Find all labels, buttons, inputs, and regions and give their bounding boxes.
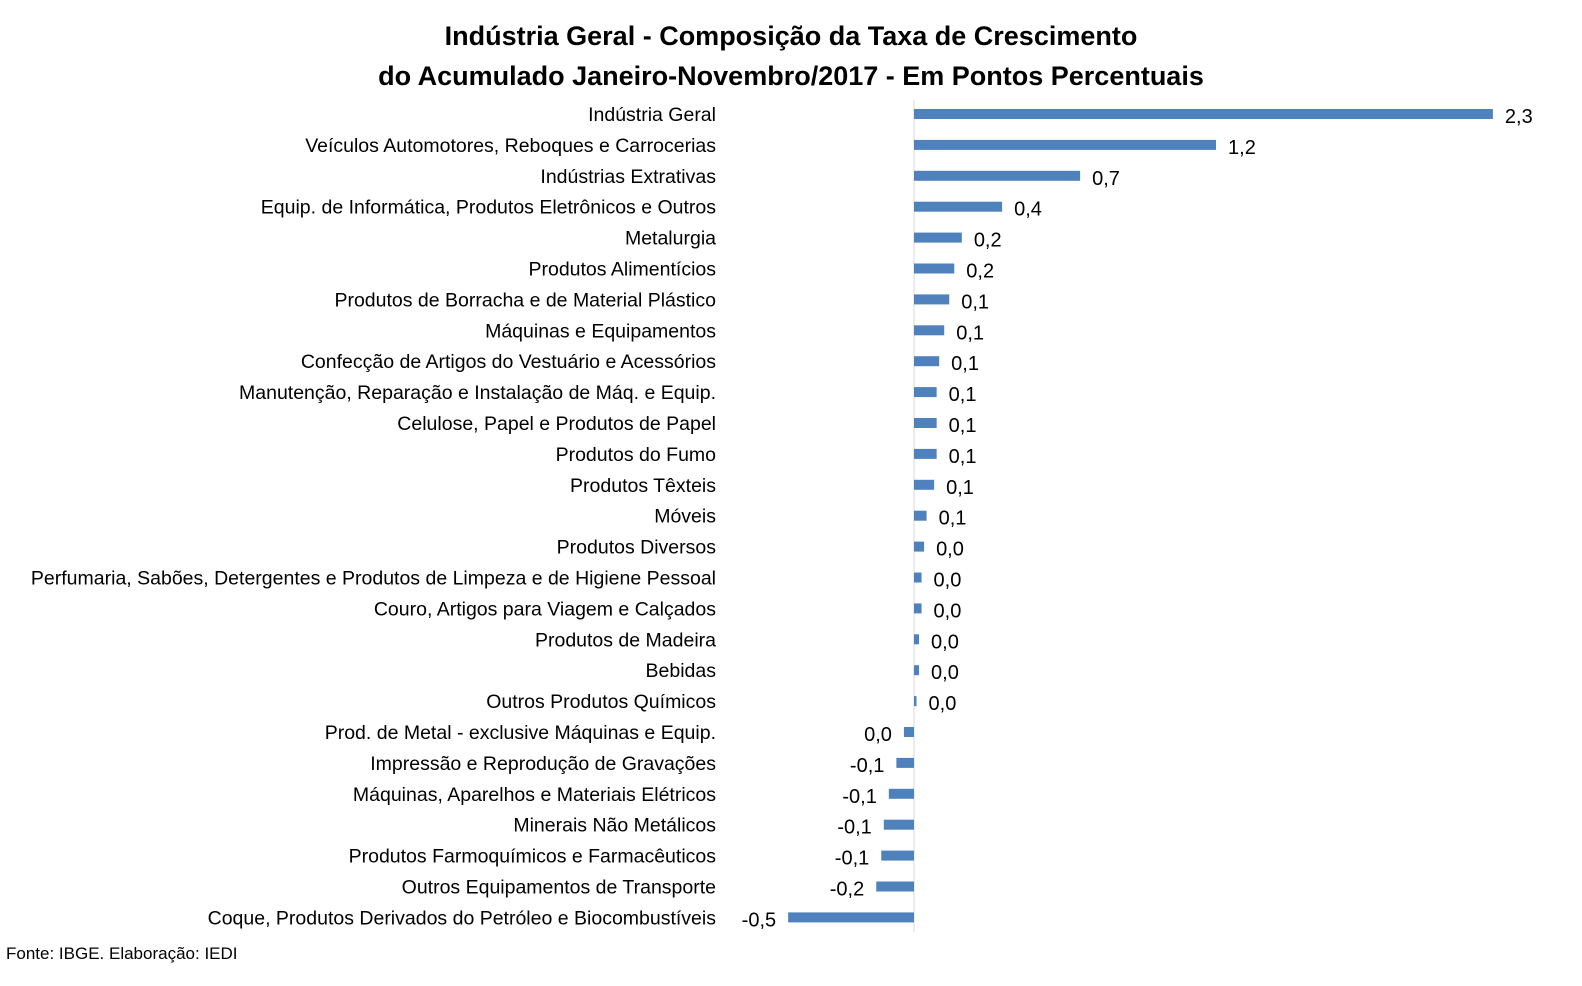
value-label: 0,0 (931, 631, 959, 653)
value-label: 0,2 (974, 230, 1002, 252)
bar (914, 448, 937, 459)
bar (914, 418, 937, 428)
value-label: 0,1 (939, 508, 967, 530)
bar (788, 912, 914, 923)
bar (914, 603, 922, 614)
category-label: Outros Equipamentos de Transporte (402, 877, 716, 899)
value-label: 0,7 (1092, 168, 1120, 190)
category-label: Produtos do Fumo (556, 444, 717, 466)
bar (914, 201, 1003, 212)
category-label: Móveis (654, 506, 716, 528)
category-label: Confecção de Artigos do Vestuário e Aces… (301, 351, 716, 373)
value-label: -0,1 (850, 755, 884, 777)
value-label: 0,0 (864, 724, 892, 746)
value-label: 0,1 (949, 415, 977, 437)
value-label: 0,0 (934, 600, 962, 622)
value-label: -0,2 (830, 879, 864, 901)
chart-title-line-1: Indústria Geral - Composição da Taxa de … (444, 21, 1138, 51)
chart-title: Indústria Geral - Composição da Taxa de … (0, 16, 1582, 96)
value-label: -0,1 (842, 786, 876, 808)
bar (914, 387, 937, 398)
value-label: 0,1 (951, 353, 979, 375)
bar (914, 232, 962, 243)
bar (914, 139, 1217, 150)
bar (914, 572, 922, 583)
value-label: 2,3 (1505, 106, 1533, 128)
bar (914, 356, 940, 367)
bar (914, 170, 1081, 181)
value-label: 0,4 (1014, 199, 1042, 221)
category-label: Produtos Diversos (557, 537, 717, 559)
category-label: Coque, Produtos Derivados do Petróleo e … (208, 907, 717, 929)
value-label: 0,2 (966, 261, 994, 283)
category-label: Produtos de Madeira (535, 629, 716, 651)
bar (881, 850, 914, 861)
category-label: Produtos Farmoquímicos e Farmacêuticos (349, 846, 717, 868)
value-label: 1,2 (1228, 137, 1256, 159)
value-label: 0,0 (929, 693, 957, 715)
bar (876, 881, 914, 892)
bar (914, 510, 927, 521)
bar (883, 819, 914, 830)
category-label: Produtos de Borracha e de Material Plást… (334, 289, 716, 311)
bar (896, 757, 914, 768)
category-label: Perfumaria, Sabões, Detergentes e Produt… (31, 568, 716, 590)
value-label: 0,0 (931, 662, 959, 684)
source-note: Fonte: IBGE. Elaboração: IEDI (6, 944, 238, 963)
bar (914, 696, 917, 707)
category-label: Minerais Não Metálicos (513, 815, 716, 837)
value-label: 0,1 (956, 322, 984, 344)
bar (914, 263, 955, 274)
value-label: -0,1 (837, 817, 871, 839)
category-label: Couro, Artigos para Viagem e Calçados (374, 598, 716, 620)
bar (914, 294, 950, 305)
value-label: 0,0 (934, 570, 962, 592)
category-label: Bebidas (646, 660, 717, 682)
value-label: -0,5 (742, 909, 776, 931)
value-label: -0,1 (835, 848, 869, 870)
bar (914, 541, 925, 552)
bar (888, 788, 914, 799)
category-label: Veículos Automotores, Reboques e Carroce… (305, 135, 716, 157)
chart-title-line-2: do Acumulado Janeiro-Novembro/2017 - Em … (378, 61, 1204, 91)
bar (914, 109, 1493, 119)
value-label: 0,1 (946, 477, 974, 499)
category-label: Celulose, Papel e Produtos de Papel (397, 413, 716, 435)
bar (914, 665, 920, 676)
value-label: 0,1 (949, 384, 977, 406)
category-label: Metalurgia (625, 228, 716, 250)
bar (914, 325, 945, 336)
category-label: Equip. de Informática, Produtos Eletrôni… (261, 197, 716, 219)
category-label: Máquinas e Equipamentos (485, 320, 716, 342)
bar (903, 727, 914, 737)
category-label: Manutenção, Reparação e Instalação de Má… (239, 382, 716, 404)
bar (914, 634, 920, 645)
category-label: Máquinas, Aparelhos e Materiais Elétrico… (353, 784, 716, 806)
category-label: Indústrias Extrativas (540, 166, 716, 188)
value-label: 0,0 (936, 539, 964, 561)
category-label: Produtos Alimentícios (528, 259, 716, 281)
category-label: Outros Produtos Químicos (486, 691, 716, 713)
category-label: Produtos Têxteis (570, 475, 716, 497)
category-label: Indústria Geral (588, 104, 716, 126)
category-label: Impressão e Reprodução de Gravações (370, 753, 716, 775)
value-label: 0,1 (961, 291, 989, 313)
bar (914, 479, 935, 490)
category-label: Prod. de Metal - exclusive Máquinas e Eq… (325, 722, 716, 744)
value-label: 0,1 (949, 446, 977, 468)
